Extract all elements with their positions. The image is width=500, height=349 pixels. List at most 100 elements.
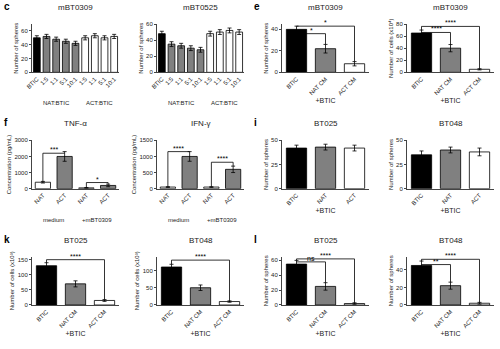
svg-text:0: 0	[149, 69, 153, 75]
svg-text:Number of spheres: Number of spheres	[13, 23, 19, 74]
svg-text:NAT: NAT	[158, 192, 171, 205]
svg-text:10:1: 10:1	[104, 76, 117, 89]
svg-text:0: 0	[274, 69, 278, 75]
svg-text:mBT0309: mBT0309	[308, 3, 343, 12]
svg-text:1500: 1500	[139, 137, 153, 143]
svg-text:k: k	[4, 234, 10, 245]
svg-text:0: 0	[149, 302, 153, 308]
svg-text:***: ***	[50, 146, 58, 153]
svg-text:40: 40	[396, 45, 403, 51]
svg-text:20: 20	[396, 57, 403, 63]
svg-text:50: 50	[396, 137, 403, 143]
svg-text:0: 0	[274, 302, 278, 308]
svg-text:****: ****	[195, 253, 206, 260]
svg-text:+BTIC: +BTIC	[190, 330, 210, 337]
svg-text:0: 0	[399, 186, 403, 192]
svg-text:mBT0309: mBT0309	[58, 3, 93, 12]
svg-text:f: f	[4, 117, 8, 128]
svg-text:NAT CM: NAT CM	[308, 76, 328, 96]
svg-text:0: 0	[24, 69, 28, 75]
svg-text:BT025: BT025	[314, 119, 338, 128]
svg-text:BT048: BT048	[439, 119, 463, 128]
svg-text:5:1: 5:1	[59, 76, 70, 87]
svg-text:ACT CM: ACT CM	[337, 309, 357, 329]
svg-text:ACT CM: ACT CM	[87, 309, 107, 329]
svg-text:1:1: 1:1	[213, 76, 224, 87]
svg-text:NAT CM: NAT CM	[308, 309, 328, 329]
svg-text:**: **	[433, 258, 439, 265]
svg-text:10:1: 10:1	[191, 76, 204, 89]
svg-text:+BTIC: +BTIC	[65, 330, 85, 337]
svg-text:+mBT0309: +mBT0309	[82, 217, 112, 223]
svg-text:NAT: NAT	[33, 192, 46, 205]
svg-text:20: 20	[396, 285, 403, 291]
svg-text:BTIC: BTIC	[285, 192, 299, 206]
svg-text:1:5: 1:5	[78, 76, 89, 87]
svg-text:0: 0	[24, 186, 28, 192]
svg-text:50: 50	[271, 137, 278, 143]
svg-text:60: 60	[271, 257, 278, 263]
svg-text:1000: 1000	[139, 154, 153, 160]
svg-text:60: 60	[21, 28, 28, 34]
svg-text:medium: medium	[43, 217, 64, 223]
svg-text:NAT:BTIC: NAT:BTIC	[168, 100, 195, 106]
svg-text:NAT CM: NAT CM	[183, 309, 203, 329]
svg-text:i: i	[254, 117, 257, 128]
svg-text:TNF-α: TNF-α	[64, 119, 87, 128]
svg-text:ACT CM: ACT CM	[462, 309, 482, 329]
svg-text:BTIC: BTIC	[410, 192, 424, 206]
svg-text:Number of spheres: Number of spheres	[138, 23, 144, 74]
svg-text:40: 40	[146, 37, 153, 43]
svg-text:ACT:BTIC: ACT:BTIC	[86, 100, 113, 106]
svg-text:NAT: NAT	[316, 192, 329, 205]
svg-text:ACT CM: ACT CM	[212, 309, 232, 329]
svg-text:****: ****	[217, 155, 228, 162]
svg-text:NAT: NAT	[202, 192, 215, 205]
svg-text:+BTIC: +BTIC	[440, 330, 460, 337]
svg-text:medium: medium	[168, 217, 189, 223]
svg-text:1:5: 1:5	[39, 76, 50, 87]
svg-text:100: 100	[143, 268, 154, 274]
svg-text:mBT0525: mBT0525	[183, 3, 218, 12]
svg-text:0: 0	[399, 69, 403, 75]
svg-text:3000: 3000	[14, 137, 28, 143]
svg-text:0: 0	[274, 186, 278, 192]
svg-text:10:1: 10:1	[66, 76, 79, 89]
svg-text:NAT:BTIC: NAT:BTIC	[43, 100, 70, 106]
svg-text:40: 40	[396, 267, 403, 273]
svg-text:ACT: ACT	[98, 192, 111, 205]
svg-text:5:1: 5:1	[97, 76, 108, 87]
svg-text:5:1: 5:1	[184, 76, 195, 87]
svg-text:Number of spheres: Number of spheres	[388, 139, 394, 190]
svg-text:ACT: ACT	[470, 192, 483, 205]
svg-text:1:1: 1:1	[174, 76, 185, 87]
svg-text:40: 40	[271, 26, 278, 32]
svg-text:mBT0309: mBT0309	[433, 3, 468, 12]
svg-text:20: 20	[146, 53, 153, 59]
svg-text:NAT CM: NAT CM	[433, 76, 453, 96]
svg-text:1000: 1000	[14, 170, 28, 176]
svg-text:60: 60	[396, 33, 403, 39]
svg-text:****: ****	[445, 252, 456, 259]
svg-text:+BTIC: +BTIC	[315, 330, 335, 337]
svg-text:+BTIC: +BTIC	[440, 207, 460, 214]
svg-text:20: 20	[21, 56, 28, 62]
svg-text:BT025: BT025	[314, 236, 338, 245]
svg-text:ACT: ACT	[223, 192, 236, 205]
svg-text:ACT: ACT	[180, 192, 193, 205]
svg-text:BT048: BT048	[189, 236, 213, 245]
svg-text:5:1: 5:1	[222, 76, 233, 87]
svg-text:20: 20	[271, 287, 278, 293]
svg-text:1:1: 1:1	[88, 76, 99, 87]
svg-text:BTIC: BTIC	[285, 308, 299, 322]
svg-text:****: ****	[70, 253, 81, 260]
svg-text:BTIC: BTIC	[26, 76, 40, 90]
svg-text:NAT CM: NAT CM	[58, 309, 78, 329]
svg-text:Number of cells (x10⁴): Number of cells (x10⁴)	[388, 18, 394, 78]
svg-text:60: 60	[146, 21, 153, 27]
svg-text:150: 150	[18, 257, 29, 263]
svg-text:ACT: ACT	[345, 192, 358, 205]
svg-text:Concentration (pg/mL): Concentration (pg/mL)	[6, 135, 12, 195]
svg-text:****: ****	[173, 145, 184, 152]
svg-text:100: 100	[18, 272, 29, 278]
